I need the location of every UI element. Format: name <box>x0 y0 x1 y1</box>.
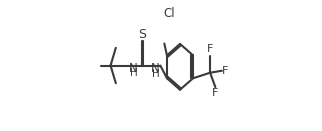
Text: H: H <box>130 68 138 78</box>
Text: H: H <box>152 69 160 79</box>
Text: S: S <box>138 28 146 41</box>
Text: F: F <box>207 44 213 54</box>
Text: Cl: Cl <box>164 7 175 20</box>
Text: F: F <box>212 88 219 98</box>
Text: F: F <box>222 66 228 76</box>
Text: N: N <box>151 62 159 75</box>
Text: N: N <box>129 62 138 75</box>
